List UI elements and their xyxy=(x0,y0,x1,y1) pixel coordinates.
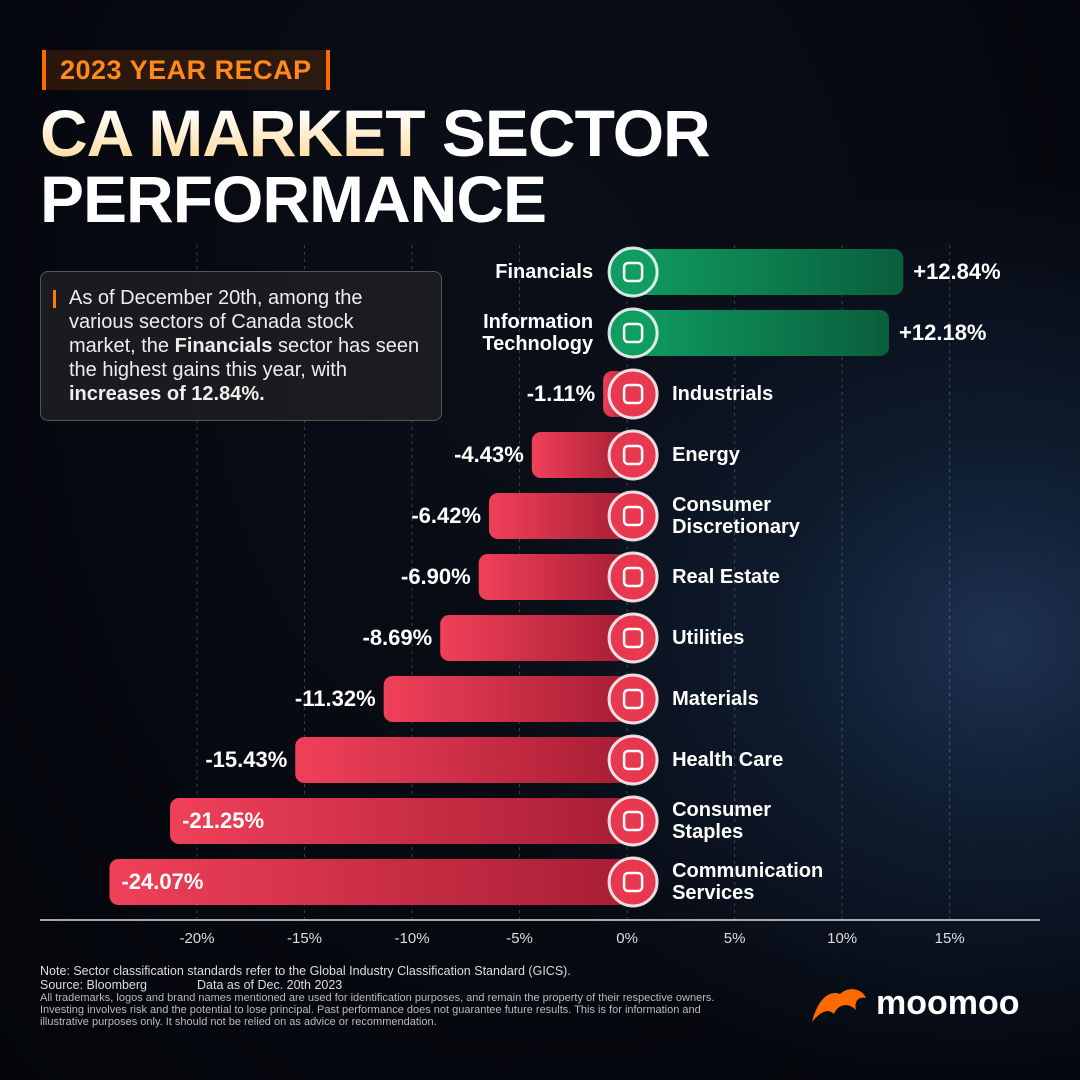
sector-icon xyxy=(607,612,659,664)
bar xyxy=(627,310,890,356)
x-tick-label: -15% xyxy=(287,930,322,947)
sector-icon-glyph xyxy=(622,261,644,283)
category-label: Consumer Staples xyxy=(672,799,771,843)
bar xyxy=(531,432,628,478)
title-rest: SECTOR xyxy=(441,96,711,170)
bar xyxy=(627,249,904,295)
x-tick-label: -20% xyxy=(179,930,214,947)
sector-icon xyxy=(607,856,659,908)
category-label: Information Technology xyxy=(482,311,594,355)
callout: As of December 20th, among the various s… xyxy=(40,271,442,421)
category-label: Real Estate xyxy=(672,566,780,588)
bar xyxy=(109,859,628,905)
value-label: -6.90% xyxy=(401,564,471,589)
badge: 2023 YEAR RECAP xyxy=(42,50,330,90)
sector-icon-glyph xyxy=(622,627,644,649)
x-tick-label: 5% xyxy=(724,930,746,947)
callout-text: sector has seen the highest gains this y… xyxy=(69,335,420,381)
title: CA MARKET SECTOR PERFORMANCE xyxy=(40,100,711,232)
sector-icon-glyph xyxy=(622,505,644,527)
sector-icon xyxy=(607,551,659,603)
bar xyxy=(489,493,628,539)
x-tick-label: -10% xyxy=(395,930,430,947)
sector-icon xyxy=(607,490,659,542)
bar xyxy=(478,554,628,600)
category-label: Materials xyxy=(672,688,759,710)
value-label: -24.07% xyxy=(121,869,204,894)
category-label: Energy xyxy=(672,444,740,466)
brand-logo xyxy=(812,989,866,1022)
sector-icon-glyph xyxy=(622,444,644,466)
category-label: Health Care xyxy=(672,749,784,771)
x-tick-label: 10% xyxy=(827,930,857,947)
category-label: Communication Services xyxy=(672,860,824,904)
callout-bold: Financials xyxy=(174,335,273,357)
sector-icon xyxy=(607,673,659,725)
source: Source: Bloomberg xyxy=(40,978,148,992)
sector-icon-glyph xyxy=(622,383,644,405)
title-line2: PERFORMANCE xyxy=(40,162,547,236)
brand: moomoo xyxy=(876,984,1020,1022)
value-label: +12.84% xyxy=(913,259,1001,284)
sector-icon-glyph xyxy=(622,749,644,771)
sector-icon-glyph xyxy=(622,810,644,832)
category-label: Industrials xyxy=(672,383,774,405)
note: Note: Sector classification standards re… xyxy=(40,964,571,978)
callout-bold: increases of 12.84%. xyxy=(69,383,265,405)
bar xyxy=(295,737,628,783)
value-label: -11.32% xyxy=(294,686,376,711)
value-label: -15.43% xyxy=(205,747,288,772)
callout-text: As of December 20th, among the various s… xyxy=(69,287,363,357)
sector-icon-glyph xyxy=(622,871,644,893)
sector-icon-glyph xyxy=(622,688,644,710)
value-label: +12.18% xyxy=(899,320,987,345)
bar xyxy=(440,615,628,661)
value-label: -1.11% xyxy=(526,381,596,406)
category-label: Consumer Discretionary xyxy=(672,494,800,538)
sector-icon-glyph xyxy=(622,566,644,588)
value-label: -4.43% xyxy=(454,442,524,467)
sector-icon xyxy=(607,368,659,420)
bar xyxy=(170,798,628,844)
sector-icon xyxy=(607,307,659,359)
sector-icon-glyph xyxy=(622,322,644,344)
value-label: -21.25% xyxy=(182,808,265,833)
bar xyxy=(383,676,628,722)
disclaimer: All trademarks, logos and brand names me… xyxy=(40,992,715,1028)
sector-icon xyxy=(607,246,659,298)
title-highlight: CA MARKET xyxy=(40,96,426,170)
sector-icon xyxy=(607,429,659,481)
value-label: -8.69% xyxy=(362,625,433,650)
sector-icon xyxy=(607,795,659,847)
x-tick-label: -5% xyxy=(506,930,533,947)
x-tick-label: 15% xyxy=(935,930,965,947)
category-label: Utilities xyxy=(672,627,745,649)
sector-icon xyxy=(607,734,659,786)
category-label: Financials xyxy=(495,261,594,283)
notes: Note: Sector classification standards re… xyxy=(40,964,740,1028)
x-tick-label: 0% xyxy=(616,930,638,947)
value-label: -6.42% xyxy=(411,503,482,528)
data-date: Data as of Dec. 20th 2023 xyxy=(197,978,343,992)
